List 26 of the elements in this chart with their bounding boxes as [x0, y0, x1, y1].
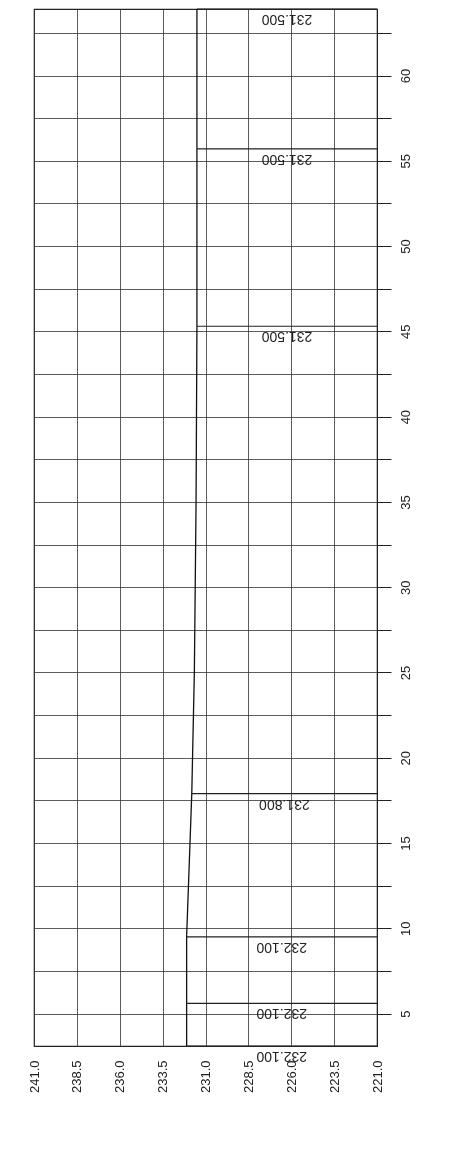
annotation: 232.100: [256, 1006, 308, 1023]
annotation: 231.500: [261, 329, 313, 346]
y-tick-label: 50: [397, 239, 413, 254]
y-tick-label: 10: [397, 921, 413, 937]
y-tick-label: 5: [397, 1010, 413, 1018]
x-tick-label: 236.0: [112, 1060, 128, 1094]
y-tick-label: 40: [397, 409, 413, 425]
x-tick-label: 221.0: [369, 1060, 385, 1094]
y-tick-label: 15: [397, 836, 413, 851]
x-tick-label: 228.5: [240, 1060, 256, 1094]
annotation: 231.500: [261, 151, 313, 168]
x-tick-label: 238.5: [69, 1060, 85, 1094]
y-tick-label: 25: [397, 665, 413, 681]
x-tick-label: 231.0: [198, 1060, 213, 1094]
y-tick-label: 55: [397, 154, 413, 169]
y-tick-label: 60: [397, 68, 413, 84]
y-tick-label: 30: [397, 580, 413, 595]
annotation: 231.800: [258, 796, 310, 813]
x-tick-label: 233.5: [155, 1060, 171, 1094]
y-tick-label: 20: [397, 751, 413, 766]
x-tick-label: 241.0: [26, 1060, 42, 1094]
y-tick-label: 45: [397, 324, 413, 340]
x-tick-label: 223.5: [326, 1060, 342, 1094]
annotation: 231.500: [261, 12, 313, 28]
y-tick-label: 35: [397, 495, 413, 510]
annotation: 232.100: [256, 939, 308, 956]
